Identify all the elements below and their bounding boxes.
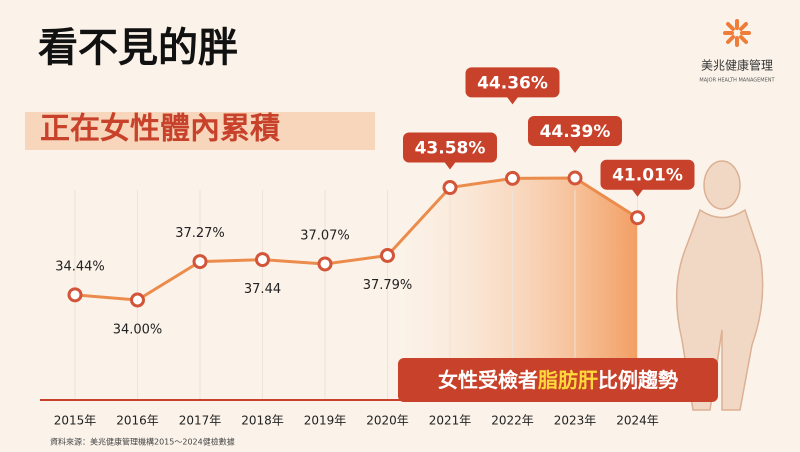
data-label: 34.00% <box>113 323 163 338</box>
label-pointer <box>631 188 644 197</box>
point <box>255 252 270 268</box>
data-label: 44.36% <box>477 73 548 93</box>
label-pointer <box>569 145 581 153</box>
label-box <box>600 159 695 190</box>
annotation-highlight: 脂肪肝 <box>538 368 598 392</box>
x-tick-label: 2015年 <box>54 414 97 428</box>
data-label: 41.01% <box>612 166 683 186</box>
label-box <box>403 132 497 163</box>
annotation-part: 比例趨勢 <box>598 368 678 392</box>
x-tick-label: 2016年 <box>116 414 159 428</box>
logo-icon <box>723 19 751 47</box>
label-pointer <box>444 161 456 170</box>
annotation-banner: 女性受檢者脂肪肝比例趨勢 <box>398 358 718 402</box>
point <box>380 247 395 263</box>
point <box>67 287 83 303</box>
data-label: 37.79% <box>363 278 413 293</box>
plot: 2015年 2016年 2017年 2018年 2019年 2020年 2021年 2022年… <box>40 67 695 428</box>
label-box <box>465 67 560 98</box>
data-label: 43.58% <box>415 139 486 159</box>
line <box>74 176 639 302</box>
label-box <box>528 116 622 146</box>
subtitle-band <box>25 112 375 150</box>
logo: 美兆健康管理 MAJOR HEALTH MANAGEMENT <box>699 19 776 84</box>
label-pointer <box>506 96 519 105</box>
annotation-part: 女性受檢者 <box>438 368 538 392</box>
annotation-box <box>398 358 718 402</box>
point <box>317 256 333 272</box>
x-tick-label: 2021年 <box>429 414 472 428</box>
x-tick-label: 2017年 <box>179 414 222 428</box>
brand-en: MAJOR HEALTH MANAGEMENT <box>699 78 775 84</box>
point <box>442 180 458 196</box>
x-tick-label: 2020年 <box>366 414 409 428</box>
data-label: 37.44 <box>244 282 281 297</box>
point <box>505 170 520 186</box>
chart-subtitle: 正在女性體內累積 <box>40 112 280 147</box>
x-tick-label: 2023年 <box>554 414 597 428</box>
source: 資料來源：美兆健康管理機構2015～2024健檢數據 <box>50 437 235 447</box>
x-tick-label: 2019年 <box>304 414 347 428</box>
data-label: 37.27% <box>175 226 225 241</box>
data-label: 37.07% <box>300 228 350 243</box>
data-label: 34.44% <box>55 259 105 274</box>
x-tick-label: 2022年 <box>491 414 534 428</box>
point <box>567 170 583 186</box>
point <box>630 210 645 226</box>
data-label: 44.39% <box>540 122 611 142</box>
point <box>192 254 208 270</box>
x-tick-label: 2018年 <box>241 414 284 428</box>
brand: 美兆健康管理 <box>701 58 773 73</box>
annotation: 女性受檢者脂肪肝比例趨勢 <box>438 368 678 392</box>
point <box>130 292 145 308</box>
chart-title: 看不見的胖 <box>38 25 238 71</box>
x-tick-label: 2024年 <box>616 414 659 428</box>
